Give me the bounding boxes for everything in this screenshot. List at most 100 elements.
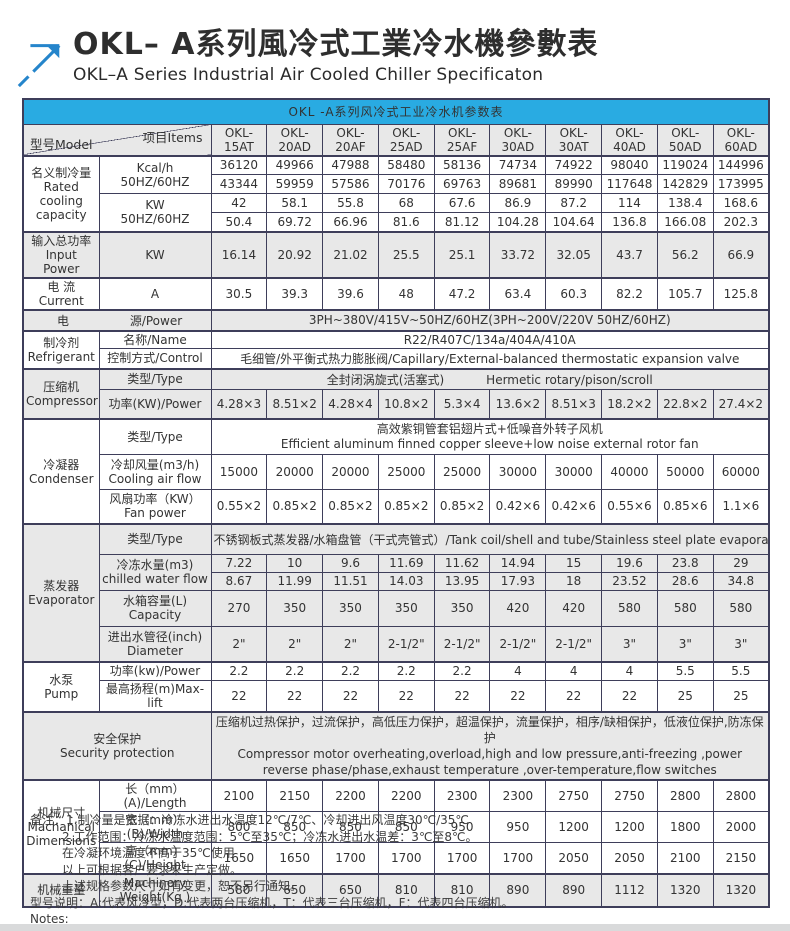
value-cell: 23.8 [656,553,714,573]
value-cell: 70176 [377,174,435,194]
model-header: OKL- 30AD [489,123,547,156]
value-cell: 2-1/2" [489,625,547,663]
row-condenser-fan: 风扇功率（KW） Fan power 0.55×2 0.85×2 0.85×2 0.8… [23,488,770,525]
model-header: OKL- 20AF [322,123,379,156]
value-cell: 15 [545,553,603,573]
value-cell: 114 [601,193,658,213]
value-cell: 50000 [656,453,714,490]
weight-sub-label: Machinery Weight(Kg ) [98,873,212,907]
value-cell: 117648 [601,174,658,194]
value-cell: 34.8 [712,571,770,591]
value-cell: 144996 [712,155,770,175]
value-cell: 18 [545,571,603,591]
value-cell: 2" [210,625,268,663]
value-cell: 104.28 [489,212,547,232]
power-source-value: 3PH~380V/415V~50HZ/60HZ(3PH~200V/220V 50… [210,309,770,331]
value-cell: 4.28×4 [322,388,379,420]
value-cell: 2" [266,625,324,663]
value-cell: 850 [377,810,435,843]
length-label: 长（mm）(A)/Length [98,779,212,812]
value-cell: 49966 [266,155,324,175]
note-line-1: 备注：1.制冷量是依据：冷冻水进出水温度12℃/7℃、冷却进出风温度30℃/35… [30,813,469,827]
value-cell: 47.2 [433,277,491,310]
current-unit: A [98,277,212,310]
value-cell: 67.6 [433,193,491,213]
value-cell: 11.99 [266,571,324,591]
value-cell: 14.03 [377,571,435,591]
value-cell: 47988 [322,155,379,175]
value-cell: 350 [322,589,379,627]
row-pump-lift: 最高扬程(m)Max-lift 22 22 22 22 22 22 22 22 25 25 [23,679,770,712]
value-cell: 1200 [601,810,658,843]
value-cell: 32.05 [545,231,603,278]
document-header: OKL– A系列風冷式工業冷水機參數表 OKL–A Series Industr… [15,28,599,90]
value-cell: 2800 [712,779,770,812]
value-cell: 0.85×2 [266,488,324,525]
value-cell: 25000 [377,453,435,490]
value-cell: 8.51×2 [266,388,324,420]
row-compressor-type: 压缩机 Compressor 类型/Type 全封闭涡旋式(活塞式) Hermet… [22,368,770,420]
model-header-row: 型号Model 项目Items OKL- 15AT OKL- 20AD OKL- 2… [22,123,770,156]
value-cell: 0.55×6 [601,488,658,525]
value-cell: 0.42×6 [489,488,547,525]
value-cell: 202.3 [712,212,770,232]
row-length: 机械尺寸 Machanical Dimensions 长（mm）(A)/Leng… [22,779,770,874]
refrigerant-control-value: 毛细管/外平衡式热力膨胀阀/Capillary/External-balance… [210,347,770,369]
value-cell: 27.4×2 [712,388,770,420]
condenser-airflow-label: 冷却风量(m3/h) Cooling air flow [98,453,212,490]
value-cell: 39.3 [266,277,324,310]
row-refrigerant-name: 制冷剂 Refrigerant 名称/Name R22/R407C/134a/4… [22,330,770,369]
row-security: 安全保护 Security protection 压缩机过热保护，过流保护，高低… [22,711,770,780]
value-cell: 68 [377,193,435,213]
value-cell: 22 [377,679,435,712]
row-chilled-60hz: 8.67 11.99 11.51 14.03 13.95 17.93 18 23.52 28.6… [23,571,770,591]
value-cell: 1700 [489,841,547,874]
kw-unit-label: KW 50HZ/60HZ [98,193,212,232]
note-line-3: 在冷凝环境温度不高于35℃使用 [62,846,235,860]
value-cell: 11.62 [433,553,491,573]
value-cell: 1320 [656,873,714,907]
value-cell: 2-1/2" [377,625,435,663]
section-compressor: 压缩机 Compressor 类型/Type 全封闭涡旋式(活塞式) Hermet… [22,368,770,420]
value-cell: 5.3×4 [433,388,491,420]
value-cell: 2100 [210,779,268,812]
value-cell: 800 [210,810,268,843]
value-cell: 125.8 [712,277,770,310]
row-current: 电 流 Current A 30.5 39.3 39.6 48 47.2 63.4 60.3… [22,277,770,310]
security-label: 安全保护 Security protection [22,711,212,780]
value-cell: 20000 [266,453,324,490]
value-cell: 2-1/2" [545,625,603,663]
value-cell: 2750 [545,779,603,812]
page-title-en: OKL–A Series Industrial Air Cooled Chill… [73,65,544,85]
row-height: 高（mm）(C)/Height 1650 1650 1700 1700 1700 1700… [23,841,770,874]
value-cell: 81.12 [433,212,491,232]
value-cell: 2-1/2" [433,625,491,663]
value-cell: 30000 [489,453,547,490]
value-cell: 3" [601,625,658,663]
row-condenser-airflow: 冷却风量(m3/h) Cooling air flow 15000 20000 20… [23,453,770,490]
value-cell: 58.1 [266,193,324,213]
pump-power-label: 功率(kw)/Power [98,661,212,681]
value-cell: 580 [656,589,714,627]
table-caption: OKL -A系列风冷式工业冷水机参数表 [22,98,770,125]
section-power-source: 电 源/Power 3PH~380V/415V~50HZ/60HZ(3PH~20… [22,309,770,331]
value-cell: 13.95 [433,571,491,591]
value-cell: 3" [712,625,770,663]
value-cell: 59959 [266,174,324,194]
value-cell: 58480 [377,155,435,175]
value-cell: 60000 [712,453,770,490]
security-value: 压缩机过热保护，过流保护，高低压力保护，超温保护，流量保护，相序/缺相保护，低液… [210,711,770,780]
value-cell: 89681 [489,174,547,194]
footnotes: 备注：1.制冷量是依据：冷冻水进出水温度12℃/7℃、冷却进出风温度30℃/35… [30,812,514,928]
value-cell: 1200 [545,810,603,843]
value-cell: 55.8 [322,193,379,213]
power-source-label-en: 源/Power [129,313,183,328]
value-cell: 2050 [545,841,603,874]
value-cell: 2200 [377,779,435,812]
value-cell: 11.51 [322,571,379,591]
value-cell: 20000 [322,453,379,490]
value-cell: 810 [433,873,491,907]
value-cell: 420 [545,589,603,627]
model-header: OKL- 40AD [601,123,658,156]
